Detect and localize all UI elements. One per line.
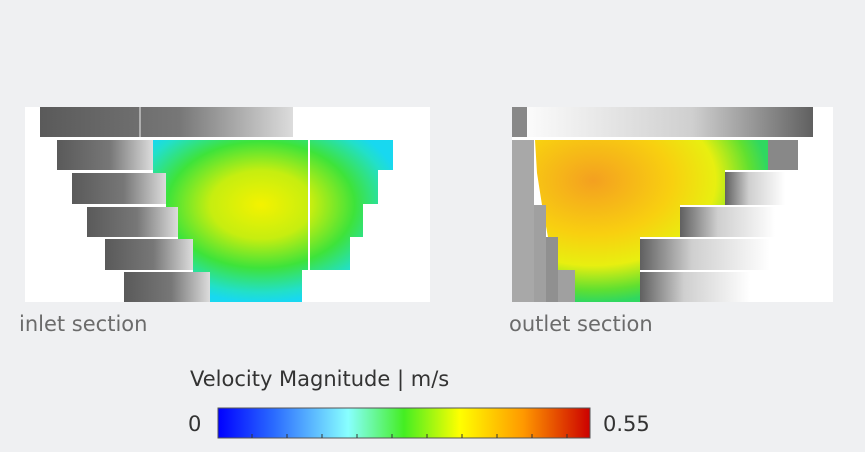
colorbar-max: 0.55: [603, 412, 650, 436]
panel-label: inlet section: [19, 312, 147, 336]
colorbar: Velocity Magnitude | m/s 0 0.55: [188, 367, 650, 439]
inlet-panel: inlet section: [19, 107, 430, 336]
colorbar-min: 0: [188, 412, 201, 436]
panel-label: outlet section: [509, 312, 653, 336]
colorbar-title: Velocity Magnitude | m/s: [190, 367, 449, 392]
outlet-panel: outlet section: [509, 107, 833, 336]
